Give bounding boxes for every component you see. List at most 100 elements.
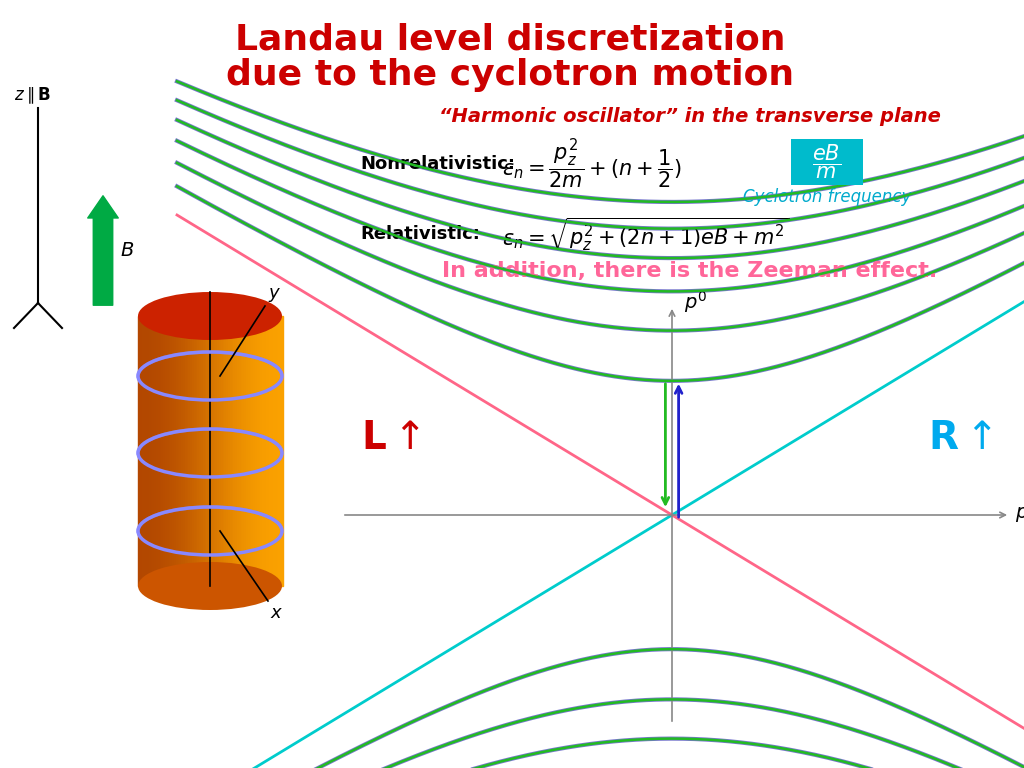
Text: Landau level discretization: Landau level discretization [234, 23, 785, 57]
Text: L$\uparrow$: L$\uparrow$ [360, 419, 420, 457]
Bar [196, 316, 199, 586]
Bar [239, 316, 242, 586]
Bar [205, 316, 208, 586]
Text: $p^0$: $p^0$ [684, 289, 708, 315]
Bar [148, 316, 152, 586]
Bar [233, 316, 237, 586]
Bar [253, 316, 256, 586]
Bar [217, 316, 220, 586]
Bar [147, 316, 150, 586]
FancyBboxPatch shape [791, 139, 863, 185]
Ellipse shape [138, 292, 282, 340]
Bar [221, 316, 223, 586]
Text: $\dfrac{eB}{m}$: $\dfrac{eB}{m}$ [812, 143, 842, 181]
Bar [271, 316, 274, 586]
Bar [214, 316, 216, 586]
Bar [229, 316, 232, 586]
Bar [246, 316, 249, 586]
Bar [158, 316, 161, 586]
Bar [264, 316, 267, 586]
Bar [279, 316, 282, 586]
Bar [143, 316, 146, 586]
Text: $B$: $B$ [120, 241, 134, 260]
Bar [176, 316, 178, 586]
Text: $\epsilon_n = \sqrt{p_z^2 + (2n+1)eB + m^2}$: $\epsilon_n = \sqrt{p_z^2 + (2n+1)eB + m… [502, 215, 790, 253]
Text: In addition, there is the Zeeman effect.: In addition, there is the Zeeman effect. [442, 261, 938, 281]
Bar [215, 316, 218, 586]
Bar [250, 316, 252, 586]
Bar [141, 316, 144, 586]
Bar [236, 316, 238, 586]
Text: due to the cyclotron motion: due to the cyclotron motion [226, 58, 794, 92]
Bar [207, 316, 209, 586]
Bar [269, 316, 272, 586]
Bar [244, 316, 247, 586]
Bar [212, 316, 215, 586]
Bar [184, 316, 187, 586]
Bar [138, 316, 141, 586]
Bar [224, 316, 227, 586]
Text: $z \parallel \mathbf{B}$: $z \parallel \mathbf{B}$ [14, 86, 51, 106]
Bar [228, 316, 230, 586]
Text: Relativistic:: Relativistic: [360, 225, 480, 243]
Bar [219, 316, 222, 586]
Text: Nonrelativistic:: Nonrelativistic: [360, 155, 515, 173]
Text: “Harmonic oscillator” in the transverse plane: “Harmonic oscillator” in the transverse … [439, 107, 941, 125]
Bar [257, 316, 260, 586]
Bar [193, 316, 195, 586]
Bar [274, 316, 278, 586]
Bar [203, 316, 206, 586]
Bar [155, 316, 157, 586]
Bar [186, 316, 189, 586]
Bar [260, 316, 263, 586]
Bar [153, 316, 156, 586]
Text: $p_z$: $p_z$ [1015, 505, 1024, 525]
Bar [201, 316, 204, 586]
Bar [266, 316, 268, 586]
Bar [156, 316, 159, 586]
Bar [267, 316, 270, 586]
Bar [237, 316, 240, 586]
Bar [160, 316, 163, 586]
Bar [190, 316, 193, 586]
Bar [259, 316, 261, 586]
Bar [179, 316, 182, 586]
Bar [243, 316, 245, 586]
Bar [252, 316, 254, 586]
Bar [174, 316, 177, 586]
Bar [255, 316, 258, 586]
Bar [276, 316, 280, 586]
Bar [262, 316, 265, 586]
Text: $\epsilon_n = \dfrac{p_z^2}{2m} + (n + \dfrac{1}{2})$: $\epsilon_n = \dfrac{p_z^2}{2m} + (n + \… [502, 137, 682, 191]
Bar [163, 316, 166, 586]
FancyArrowPatch shape [88, 196, 119, 305]
Bar [162, 316, 164, 586]
Bar [151, 316, 154, 586]
Bar [167, 316, 170, 586]
Bar [181, 316, 184, 586]
Bar [177, 316, 180, 586]
Text: $x$: $x$ [270, 604, 284, 622]
Bar [248, 316, 251, 586]
Bar [281, 316, 283, 586]
Bar [170, 316, 173, 586]
Bar [194, 316, 197, 586]
Bar [208, 316, 211, 586]
Bar [145, 316, 148, 586]
Bar [140, 316, 142, 586]
Bar [273, 316, 275, 586]
Bar [165, 316, 168, 586]
Bar [200, 316, 202, 586]
Bar [198, 316, 201, 586]
Bar [226, 316, 229, 586]
Bar [169, 316, 171, 586]
Text: $y$: $y$ [268, 286, 282, 304]
Bar [222, 316, 225, 586]
Bar [188, 316, 191, 586]
Bar [241, 316, 244, 586]
Ellipse shape [138, 562, 282, 610]
Bar [231, 316, 234, 586]
Bar [172, 316, 175, 586]
Bar [210, 316, 213, 586]
Text: R$\uparrow$: R$\uparrow$ [928, 419, 992, 457]
